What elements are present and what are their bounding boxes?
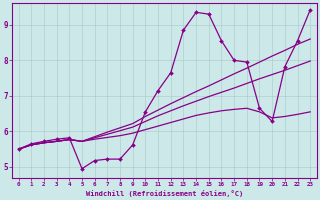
X-axis label: Windchill (Refroidissement éolien,°C): Windchill (Refroidissement éolien,°C) (86, 190, 243, 197)
